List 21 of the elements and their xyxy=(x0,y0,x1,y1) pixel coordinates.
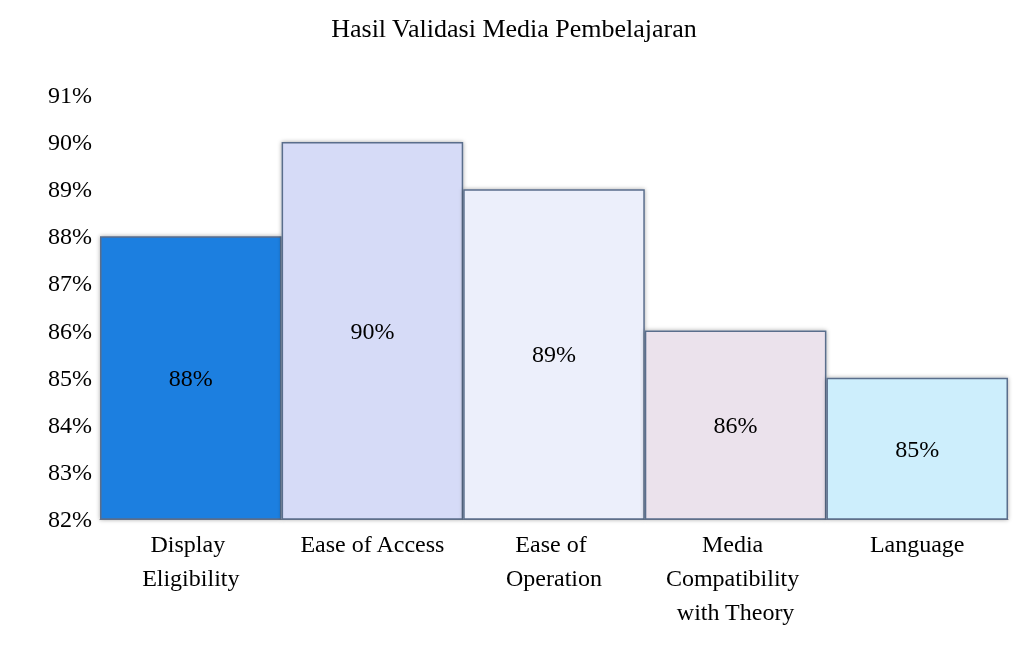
x-tick-label: Ease of Operation xyxy=(506,531,602,591)
y-tick-label: 86% xyxy=(48,317,92,344)
data-label: 90% xyxy=(350,317,395,344)
y-tick-label: 83% xyxy=(48,458,92,485)
x-tick-label: Language xyxy=(869,531,965,557)
y-tick-label: 90% xyxy=(48,129,92,156)
data-label: 89% xyxy=(532,341,576,368)
chart-title: Hasil Validasi Media Pembelajaran xyxy=(331,13,697,43)
x-tick-label: Media Compatibility with Theory xyxy=(665,531,806,625)
data-label: 85% xyxy=(895,435,940,462)
data-label: 88% xyxy=(168,365,213,392)
y-tick-label: 87% xyxy=(48,270,92,297)
y-tick-label: 88% xyxy=(48,223,92,250)
y-tick-label: 89% xyxy=(48,176,92,203)
x-tick-label: Ease of Access xyxy=(300,531,445,557)
y-tick-label: 91% xyxy=(48,82,92,108)
x-tick-label: Display Eligibility xyxy=(142,531,240,591)
y-tick-label: 85% xyxy=(48,364,92,391)
data-label: 86% xyxy=(713,412,758,439)
y-tick-label: 84% xyxy=(48,411,92,438)
y-tick-label: 82% xyxy=(48,506,92,532)
